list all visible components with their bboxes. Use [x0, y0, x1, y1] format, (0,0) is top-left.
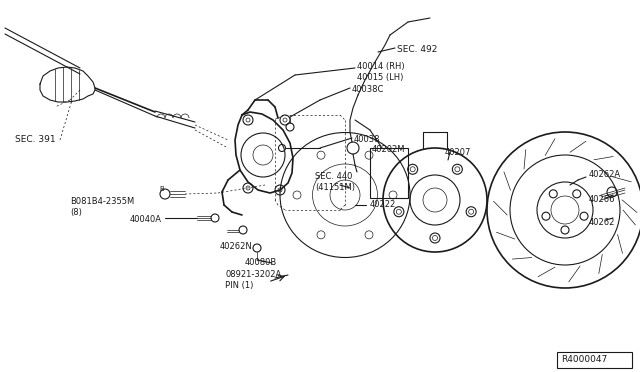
- Text: 40266: 40266: [589, 195, 616, 204]
- Bar: [557, 352, 632, 368]
- Text: R4000047: R4000047: [561, 355, 607, 364]
- Text: 40262A: 40262A: [589, 170, 621, 179]
- Text: 40207: 40207: [445, 148, 472, 157]
- Text: B: B: [159, 186, 164, 192]
- Text: 40014 (RH)
40015 (LH): 40014 (RH) 40015 (LH): [357, 62, 404, 82]
- Text: 40080B: 40080B: [245, 258, 277, 267]
- Text: 40040A: 40040A: [130, 215, 162, 224]
- Text: 40038: 40038: [354, 135, 381, 144]
- Text: 08921-3202A
PIN (1): 08921-3202A PIN (1): [225, 270, 281, 290]
- Bar: [370, 148, 408, 198]
- Text: SEC. 440
(41151M): SEC. 440 (41151M): [315, 172, 355, 192]
- Text: SEC. 391: SEC. 391: [15, 135, 56, 144]
- Text: 40202M: 40202M: [372, 145, 406, 154]
- Text: 40262N: 40262N: [220, 242, 253, 251]
- Text: B081B4-2355M
(8): B081B4-2355M (8): [70, 197, 134, 217]
- Text: SEC. 492: SEC. 492: [397, 45, 437, 54]
- Text: 40222: 40222: [370, 200, 396, 209]
- Text: 40262: 40262: [589, 218, 616, 227]
- Text: 40038C: 40038C: [352, 85, 385, 94]
